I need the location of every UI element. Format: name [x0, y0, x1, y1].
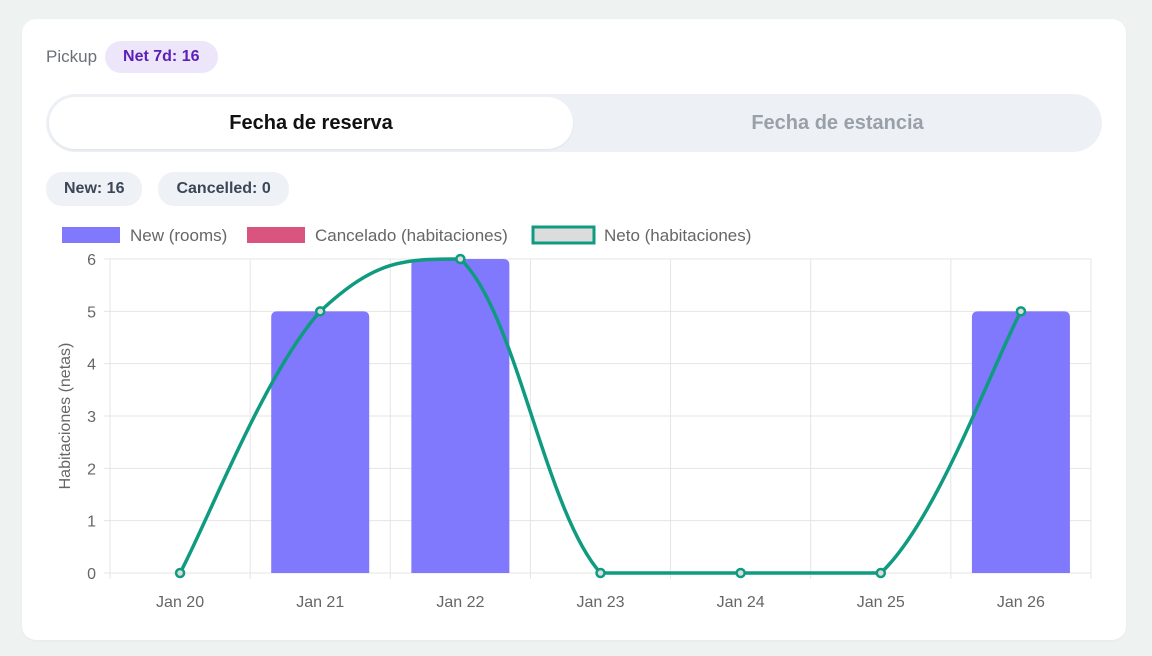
- legend-label: Cancelado (habitaciones): [315, 226, 508, 245]
- counts-row: New: 16 Cancelled: 0: [46, 172, 289, 206]
- y-tick-label: 2: [87, 461, 96, 478]
- net-point: [455, 253, 466, 265]
- x-tick-label: Jan 22: [436, 594, 484, 611]
- net-point: [735, 567, 746, 579]
- toggle-fecha-estancia[interactable]: Fecha de estancia: [751, 111, 924, 134]
- cancelled-count-badge: Cancelled: 0: [158, 172, 289, 206]
- x-tick-label: Jan 23: [576, 594, 624, 611]
- y-tick-label: 4: [87, 357, 96, 374]
- toggle-fecha-reserva[interactable]: Fecha de reserva: [49, 97, 573, 149]
- legend-swatch-cancelled: [247, 227, 305, 243]
- net-point: [595, 567, 606, 579]
- y-tick-label: 6: [87, 252, 96, 269]
- x-tick-label: Jan 25: [857, 594, 905, 611]
- legend-swatch-net: [531, 225, 596, 245]
- net-line: [178, 257, 1023, 575]
- y-tick-label: 0: [87, 566, 96, 583]
- net-point: [1015, 306, 1027, 317]
- pickup-card: Pickup Net 7d: 16 Fecha de reserva Fecha…: [22, 19, 1126, 640]
- pickup-label: Pickup: [46, 47, 98, 66]
- net-point: [875, 567, 887, 579]
- card-header: Pickup Net 7d: 16: [46, 41, 218, 73]
- legend-label: Neto (habitaciones): [604, 226, 751, 245]
- x-tick-label: Jan 21: [296, 594, 344, 611]
- legend-swatch-new: [62, 227, 120, 243]
- bar-new: [971, 311, 1070, 573]
- date-type-toggle: Fecha de reserva Fecha de estancia: [46, 94, 1102, 152]
- new-count-badge: New: 16: [46, 172, 143, 206]
- y-axis-label: Habitaciones (netas): [57, 343, 74, 490]
- legend-label: New (rooms): [130, 226, 227, 245]
- net-point: [174, 567, 186, 579]
- net-point: [314, 306, 326, 317]
- net-7d-badge: Net 7d: 16: [105, 41, 218, 73]
- bar-new: [411, 259, 510, 573]
- x-tick-label: Jan 26: [997, 594, 1045, 611]
- y-tick-label: 1: [87, 514, 96, 531]
- y-tick-label: 5: [87, 304, 96, 321]
- x-tick-label: Jan 20: [156, 594, 204, 611]
- y-tick-label: 3: [87, 409, 96, 426]
- bar-new: [271, 311, 370, 573]
- x-tick-label: Jan 24: [717, 594, 765, 611]
